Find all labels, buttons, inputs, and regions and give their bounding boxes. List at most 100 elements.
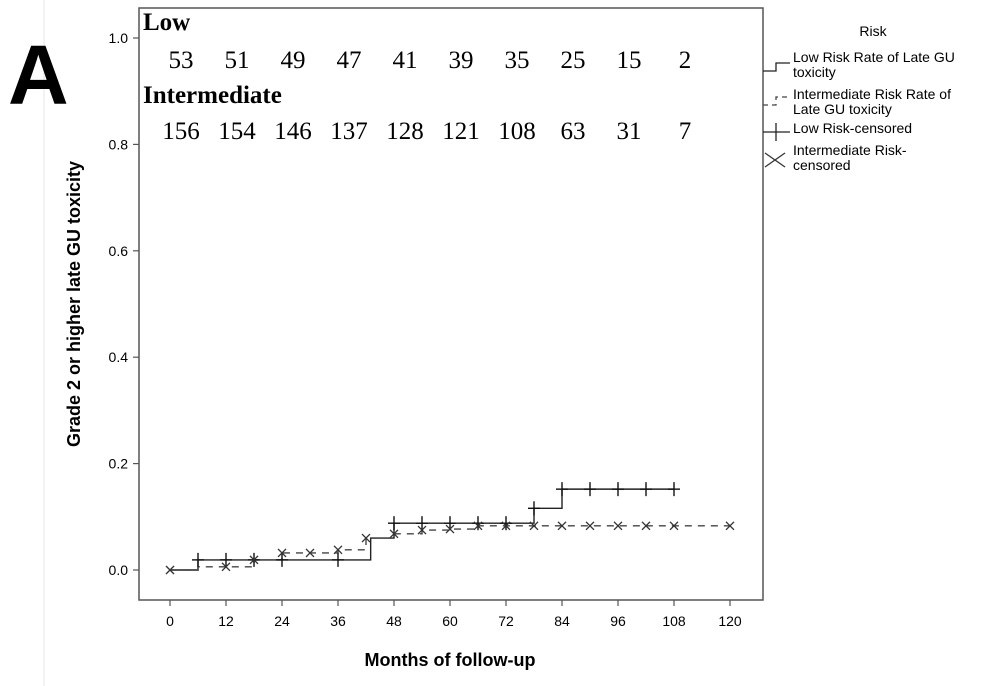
y-axis: 0.0 0.2 0.4 0.6 0.8 1.0 (109, 30, 139, 578)
censor-x-b (361, 533, 371, 543)
censor-mark-1-12 (529, 521, 539, 531)
panel-letter: A (8, 28, 69, 122)
censor-mark-1-13 (557, 521, 567, 531)
x-tick-label-1: 12 (218, 613, 234, 629)
censor-x-b (641, 521, 651, 531)
risk-count-0-6: 35 (505, 47, 530, 74)
risk-count-1-2: 146 (274, 118, 312, 145)
risk-count-0-9: 2 (679, 47, 692, 74)
censor-x-b (333, 545, 343, 555)
risk-count-1-4: 128 (386, 118, 424, 145)
legend-symbol-solid-step (763, 62, 790, 72)
risk-count-0-4: 41 (393, 47, 418, 74)
censor-mark-0-9 (500, 516, 512, 531)
y-tick-label-2: 0.4 (109, 349, 129, 365)
risk-count-0-5: 39 (449, 47, 474, 74)
censor-x-b (277, 548, 287, 558)
risk-count-1-8: 31 (617, 118, 642, 145)
y-axis-label: Grade 2 or higher late GU toxicity (64, 161, 84, 447)
x-tick-label-7: 84 (554, 613, 570, 629)
risk-count-1-1: 154 (218, 118, 256, 145)
censor-mark-1-0 (165, 565, 175, 575)
censor-mark-0-0 (192, 552, 204, 567)
censor-x-b (613, 521, 623, 531)
risk-count-1-6: 108 (498, 118, 536, 145)
censor-x-b (725, 521, 735, 531)
risk-count-1-3: 137 (330, 118, 368, 145)
legend-title: Risk (859, 23, 887, 39)
risk-group-label-1: Intermediate (143, 82, 282, 109)
censor-x-b (669, 521, 679, 531)
censor-mark-0-10 (528, 501, 540, 516)
censor-x-b (249, 555, 259, 565)
censor-layer (165, 482, 735, 575)
censor-mark-1-1 (221, 562, 231, 572)
censor-mark-0-8 (472, 516, 484, 531)
x-tick-label-5: 60 (442, 613, 458, 629)
y-tick-label-1: 0.2 (109, 456, 129, 472)
censor-mark-1-8 (417, 525, 427, 535)
x-tick-label-10: 120 (718, 613, 742, 629)
legend-label-1-0: Intermediate Risk Rate of (793, 86, 951, 102)
x-tick-label-0: 0 (166, 613, 174, 629)
censor-x-b (445, 524, 455, 534)
censor-mark-1-7 (389, 529, 399, 539)
censor-x-b (389, 529, 399, 539)
risk-count-1-0: 156 (162, 118, 200, 145)
legend-label-3-0: Intermediate Risk- (793, 142, 907, 158)
legend-symbol-x-b (764, 152, 786, 168)
censor-mark-1-2 (249, 555, 259, 565)
censor-mark-0-3 (276, 552, 288, 567)
legend-label-0-1: toxicity (793, 64, 836, 80)
legend-label-1-1: Late GU toxicity (793, 101, 892, 117)
y-tick-label-3: 0.6 (109, 243, 129, 259)
risk-count-0-8: 15 (617, 47, 642, 74)
censor-mark-1-3 (277, 548, 287, 558)
censor-x-b (585, 521, 595, 531)
legend-entry-2: Low Risk-censored (763, 120, 912, 141)
censor-mark-1-17 (669, 521, 679, 531)
censor-mark-1-4 (305, 548, 315, 558)
censor-x-b (417, 525, 427, 535)
x-axis-label: Months of follow-up (365, 650, 536, 670)
risk-count-0-0: 53 (169, 47, 194, 74)
censor-mark-0-4 (332, 552, 344, 567)
x-tick-label-4: 48 (386, 613, 402, 629)
censor-mark-0-12 (584, 482, 596, 497)
plot-frame (138, 7, 764, 601)
censor-x-b (529, 521, 539, 531)
censor-x-b (557, 521, 567, 531)
legend-label-3-1: censored (793, 157, 851, 173)
risk-table: Low 53 51 49 47 41 39 35 25 15 2 Intermediate 156 154… (143, 9, 691, 145)
x-tick-label-2: 24 (274, 613, 290, 629)
censor-mark-0-1 (220, 552, 232, 567)
risk-count-0-3: 47 (337, 47, 362, 74)
censor-mark-0-14 (640, 482, 652, 497)
x-axis: 0 12 24 36 48 60 72 84 96 108 120 (166, 600, 742, 629)
series-line-1 (170, 525, 730, 571)
x-tick-label-6: 72 (498, 613, 514, 629)
censor-mark-0-5 (388, 516, 400, 531)
legend-label-0-0: Low Risk Rate of Late GU (793, 49, 955, 65)
risk-count-0-1: 51 (225, 47, 250, 74)
censor-mark-0-6 (416, 516, 428, 531)
risk-count-1-9: 7 (679, 118, 692, 145)
risk-count-0-2: 49 (281, 47, 306, 74)
censor-mark-1-16 (641, 521, 651, 531)
censor-mark-1-9 (445, 524, 455, 534)
censor-mark-1-11 (501, 521, 511, 531)
risk-group-label-0: Low (143, 9, 190, 36)
risk-count-1-7: 63 (561, 118, 586, 145)
censor-x-b (501, 521, 511, 531)
censor-mark-1-14 (585, 521, 595, 531)
censor-mark-0-15 (668, 482, 680, 497)
censor-mark-1-18 (725, 521, 735, 531)
censor-x-b (305, 548, 315, 558)
censor-mark-1-15 (613, 521, 623, 531)
x-tick-label-9: 108 (662, 613, 686, 629)
y-tick-label-0: 0.0 (109, 562, 129, 578)
